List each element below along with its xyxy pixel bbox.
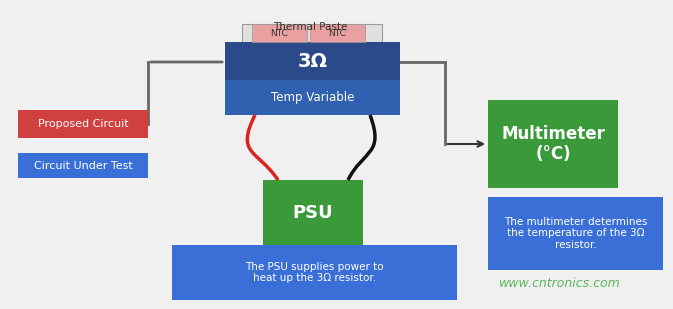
Text: The multimeter determines
the temperature of the 3Ω
resistor.: The multimeter determines the temperatur… [504,217,647,250]
Text: The PSU supplies power to
heat up the 3Ω resistor.: The PSU supplies power to heat up the 3Ω… [245,262,384,283]
Text: www.cntronics.com: www.cntronics.com [499,277,621,290]
Text: Multimeter
(°C): Multimeter (°C) [501,125,605,163]
Text: Temp Variable: Temp Variable [271,91,354,104]
Text: NTC: NTC [271,28,289,37]
Text: 3Ω: 3Ω [297,52,328,70]
Bar [18,110,148,138]
Text: NTC: NTC [328,28,347,37]
Text: Circuit Under Test: Circuit Under Test [34,160,133,171]
Bar [242,24,382,42]
Bar [18,153,148,178]
Bar [488,100,618,188]
Bar [252,24,307,42]
Bar [310,24,365,42]
Text: Proposed Circuit: Proposed Circuit [38,119,129,129]
Bar [488,197,663,270]
Bar [263,180,363,245]
Bar [172,245,457,300]
Text: Thermal Paste: Thermal Paste [273,22,347,32]
Bar [225,80,400,115]
Bar [225,42,400,80]
Text: PSU: PSU [293,204,333,222]
